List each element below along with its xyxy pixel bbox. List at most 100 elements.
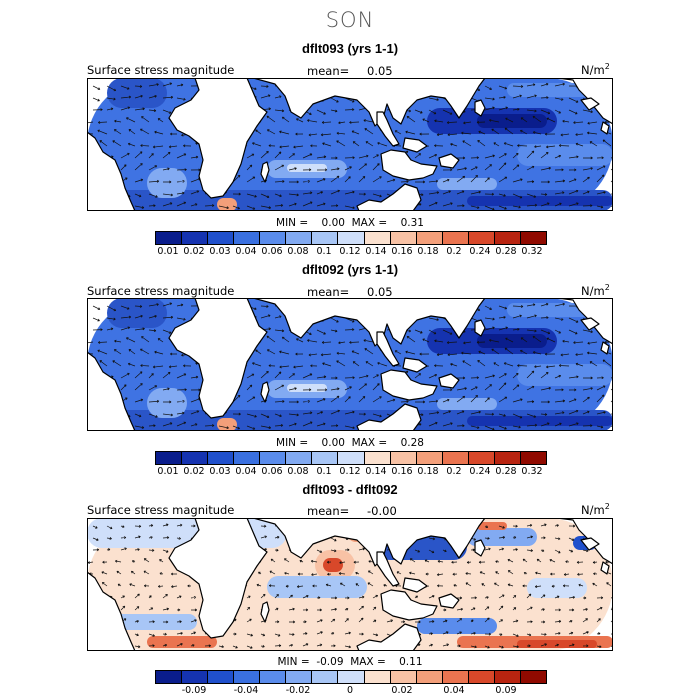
land-outline — [556, 298, 613, 345]
colorbar-swatch — [156, 671, 183, 683]
panel-3-title: dflt093 - dflt092 — [302, 482, 398, 497]
colorbar-swatch — [182, 232, 209, 244]
colorbar-swatch — [364, 452, 391, 464]
land-outline — [260, 381, 270, 403]
colorbar-swatch — [234, 671, 261, 683]
map-frame — [87, 78, 613, 211]
land-outline — [356, 403, 422, 431]
colorbar-tick-label: 0.16 — [391, 246, 413, 257]
colorbar-tick-label: 0.01 — [157, 246, 179, 257]
colorbar-tick-label: 0.02 — [183, 466, 205, 477]
panel-2-variable-label: Surface stress magnitude — [87, 284, 235, 298]
panel-3-mean-value: -0.00 — [367, 504, 397, 518]
colorbar-tick-label: 0.1 — [316, 246, 332, 257]
colorbar-tick-label: 0.28 — [495, 246, 517, 257]
panel-2-units: N/m2 — [581, 283, 610, 298]
colorbar-tick-label: -0.09 — [181, 685, 207, 696]
land-outline — [356, 183, 422, 211]
colorbar-tick-label: 0.08 — [287, 246, 309, 257]
field-region — [527, 578, 587, 598]
panel-2-title: dflt092 (yrs 1-1) — [301, 262, 399, 277]
field-region — [467, 416, 613, 426]
colorbar-swatch — [286, 671, 313, 683]
panel-1-colorbar-ticks: 0.01 0.02 0.03 0.04 0.06 0.08 0.1 0.12 0.14 0.16 0… — [155, 246, 545, 258]
field-region — [477, 522, 507, 530]
field-region — [437, 178, 497, 190]
field-region — [467, 196, 613, 206]
colorbar-swatch — [312, 232, 339, 244]
land-outline — [87, 131, 136, 211]
colorbar-swatch — [260, 452, 287, 464]
land-outline — [580, 97, 600, 111]
panel-3-variable-label: Surface stress magnitude — [87, 503, 235, 517]
colorbar-swatch — [468, 671, 495, 683]
colorbar-tick-label: 0.04 — [443, 685, 465, 696]
map-frame — [87, 298, 613, 431]
colorbar-swatch — [208, 232, 235, 244]
colorbar-swatch — [182, 452, 209, 464]
field-region — [517, 364, 613, 386]
colorbar-tick-label: 0.12 — [339, 466, 361, 477]
colorbar-swatch — [260, 232, 287, 244]
colorbar-tick-label: 0.06 — [261, 246, 283, 257]
colorbar-swatch — [520, 671, 546, 683]
panel-1-title: dflt093 (yrs 1-1) — [301, 41, 399, 56]
colorbar-swatch — [416, 452, 443, 464]
panel-3-minmax: MIN = -0.09 MAX = 0.11 — [277, 656, 423, 668]
panel-3-units: N/m2 — [581, 502, 610, 517]
field-region — [107, 298, 167, 328]
colorbar-swatch — [234, 232, 261, 244]
colorbar-swatch — [494, 671, 521, 683]
land-outline — [252, 298, 486, 347]
panel-3-mean-label: mean= — [307, 504, 350, 518]
panel-2-map — [87, 298, 613, 431]
land-outline — [168, 298, 268, 419]
colorbar-swatch — [390, 671, 417, 683]
colorbar-tick-label: 0.02 — [183, 246, 205, 257]
land-outline — [376, 331, 400, 367]
colorbar-tick-label: 0.18 — [417, 466, 439, 477]
field-region — [287, 384, 327, 392]
season-title: SON — [325, 8, 375, 32]
field-region — [467, 528, 537, 546]
colorbar-swatch — [390, 452, 417, 464]
land-outline — [438, 373, 460, 389]
panel-2-mean-value: 0.05 — [367, 285, 393, 299]
land-outline — [380, 149, 438, 181]
land-outline — [556, 78, 613, 125]
colorbar-tick-label: 0.24 — [469, 466, 491, 477]
land-outline — [402, 137, 428, 153]
colorbar-swatch — [182, 671, 209, 683]
colorbar-tick-label: 0.03 — [209, 466, 231, 477]
field-region — [507, 303, 597, 317]
colorbar-tick-label: 0.14 — [365, 466, 387, 477]
land-outline — [600, 121, 610, 135]
colorbar-swatch — [312, 452, 339, 464]
land-outline — [474, 539, 486, 557]
colorbar-tick-label: 0.04 — [235, 246, 257, 257]
colorbar-swatch — [520, 452, 546, 464]
colorbar-swatch — [442, 671, 469, 683]
colorbar-tick-label: 0.16 — [391, 466, 413, 477]
land-outline — [474, 319, 486, 337]
map-frame — [87, 518, 613, 651]
panel-1-mean-label: mean= — [307, 64, 350, 78]
field-region — [217, 418, 237, 431]
colorbar-tick-label: 0.06 — [261, 466, 283, 477]
colorbar-swatch — [234, 452, 261, 464]
colorbar-swatch — [364, 232, 391, 244]
land-outline — [474, 99, 486, 117]
panel-1-minmax: MIN = 0.00 MAX = 0.31 — [276, 217, 424, 229]
colorbar-swatch — [442, 232, 469, 244]
colorbar-tick-label: -0.02 — [285, 685, 311, 696]
colorbar-swatch — [208, 671, 235, 683]
panel-3-map — [87, 518, 613, 651]
colorbar-tick-label: 0.32 — [521, 246, 543, 257]
land-outline — [438, 593, 460, 609]
colorbar-tick-label: 0.24 — [469, 246, 491, 257]
colorbar-swatch — [208, 452, 235, 464]
land-outline — [87, 351, 136, 431]
land-outline — [356, 623, 422, 651]
field-region — [217, 198, 237, 211]
colorbar-swatch — [468, 232, 495, 244]
